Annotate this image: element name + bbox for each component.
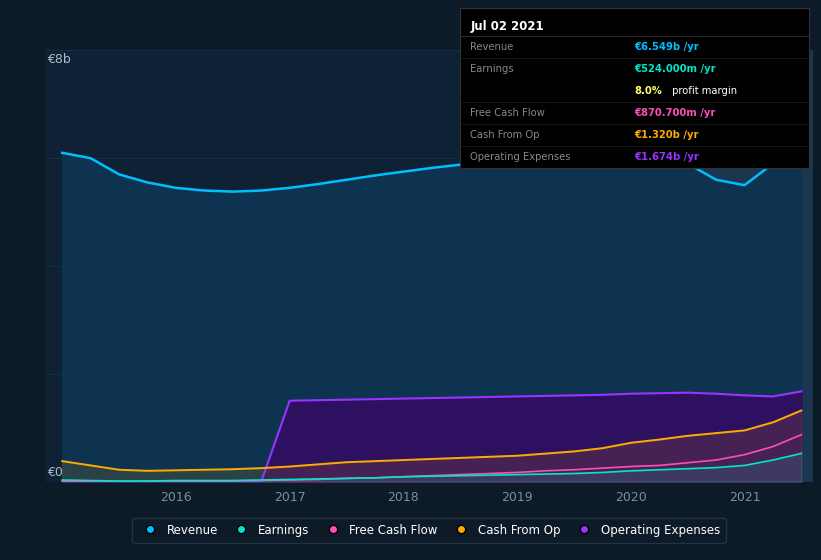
Text: 8.0%: 8.0% [635, 86, 662, 96]
Text: €524.000m /yr: €524.000m /yr [635, 64, 716, 73]
Text: Cash From Op: Cash From Op [470, 130, 539, 139]
Text: €1.674b /yr: €1.674b /yr [635, 152, 699, 162]
Text: Operating Expenses: Operating Expenses [470, 152, 571, 162]
Text: €6.549b /yr: €6.549b /yr [635, 41, 699, 52]
Bar [699, 50, 813, 482]
Text: Jul 02 2021: Jul 02 2021 [470, 20, 544, 32]
Text: €8b: €8b [48, 53, 71, 66]
Text: Earnings: Earnings [470, 64, 514, 73]
Text: €1.320b /yr: €1.320b /yr [635, 130, 699, 139]
Text: Free Cash Flow: Free Cash Flow [470, 108, 545, 118]
Text: €870.700m /yr: €870.700m /yr [635, 108, 716, 118]
Legend: Revenue, Earnings, Free Cash Flow, Cash From Op, Operating Expenses: Revenue, Earnings, Free Cash Flow, Cash … [132, 518, 726, 543]
Text: €0: €0 [48, 466, 63, 479]
Text: Revenue: Revenue [470, 41, 514, 52]
Text: profit margin: profit margin [669, 86, 737, 96]
